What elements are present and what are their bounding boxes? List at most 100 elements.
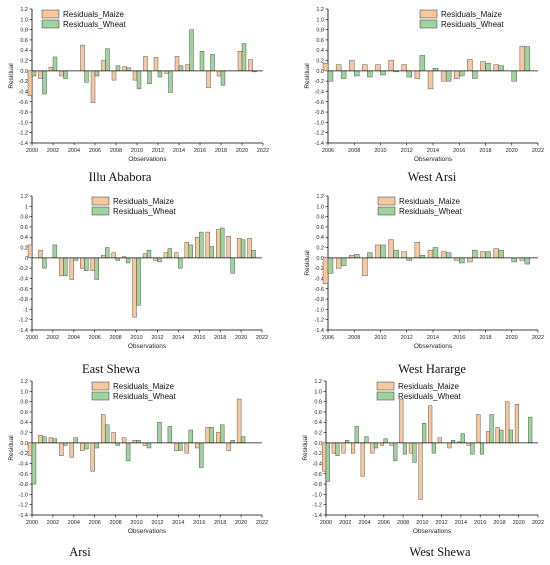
- x-tick-label: 2012: [152, 148, 164, 154]
- bar-wheat: [459, 70, 465, 77]
- y-tick-label: -1.2: [315, 318, 324, 324]
- y-axis-label: Residual: [8, 435, 15, 461]
- bar-maize: [440, 70, 447, 82]
- legend-label-wheat: Residuals_Wheat: [399, 207, 462, 216]
- bar-wheat: [367, 70, 373, 78]
- bar-wheat: [241, 43, 247, 72]
- bar-wheat: [105, 48, 110, 72]
- bar-maize: [174, 442, 179, 451]
- bar-maize: [341, 442, 346, 454]
- y-axis-label: Residual: [302, 435, 309, 461]
- x-axis-label: Observations: [413, 528, 452, 535]
- bar-wheat: [52, 56, 58, 72]
- bar-wheat: [115, 65, 121, 72]
- x-tick-label: 2008: [348, 335, 360, 341]
- bar-maize: [216, 229, 221, 259]
- x-tick-label: 2016: [194, 148, 206, 154]
- bar-maize: [111, 432, 116, 444]
- y-tick-label: 1.2: [20, 194, 28, 200]
- bar-wheat: [524, 257, 531, 265]
- y-tick-label: 0.4: [314, 420, 322, 426]
- bar-wheat: [524, 46, 531, 72]
- bar-wheat: [498, 65, 504, 72]
- bar-maize: [375, 244, 381, 259]
- y-tick-label: -0.4: [315, 89, 324, 95]
- bar-maize: [205, 427, 210, 444]
- bar-maize: [408, 442, 413, 454]
- x-axis-label: Observations: [128, 343, 167, 350]
- bar-maize: [236, 398, 242, 444]
- bar-maize: [27, 70, 33, 96]
- bar-wheat: [31, 70, 37, 77]
- bar-maize: [493, 64, 499, 72]
- bar-maize: [237, 51, 243, 72]
- bar-maize: [48, 67, 54, 72]
- x-tick-label: 2010: [374, 148, 386, 154]
- bar-wheat: [445, 252, 452, 259]
- x-tick-label: 2008: [110, 520, 122, 526]
- y-tick-label: -1: [23, 307, 28, 313]
- bar-maize: [101, 60, 106, 72]
- y-tick-label: 0.4: [316, 235, 324, 241]
- x-tick-label: 2002: [47, 520, 59, 526]
- bar-maize: [360, 442, 365, 477]
- bar-maize: [401, 251, 407, 259]
- bar-wheat: [364, 436, 369, 444]
- chart-panel-1: -1.4 -1.2 -1.0 -0.8 -0.6 -0.4 -0.2 0.0 0.2 0.4 0.6…: [8, 7, 269, 184]
- legend-label-wheat: Residuals_Wheat: [113, 392, 176, 401]
- x-tick-label: 2012: [401, 148, 413, 154]
- bar-wheat: [94, 257, 99, 280]
- bar-maize: [519, 45, 526, 72]
- bar-maize: [428, 405, 433, 444]
- y-tick-label: 0.8: [314, 400, 322, 406]
- bar-wheat: [327, 70, 334, 82]
- bar-wheat: [146, 249, 152, 259]
- bar-wheat: [485, 62, 491, 72]
- bar-maize: [111, 70, 117, 81]
- bar-wheat: [84, 70, 89, 83]
- y-tick-label: -0.8: [313, 482, 322, 488]
- bar-wheat: [431, 442, 436, 454]
- bar-wheat: [104, 247, 110, 259]
- y-tick-label: 0.6: [316, 225, 324, 231]
- chart-panel-3: -1.4 -1.2 -1 -0.8 -0.6 -0.4 -0.2 0 0.2 0.4 0.6 0.8 1…: [19, 194, 269, 376]
- bar-maize: [163, 252, 169, 259]
- y-tick-label: 0: [25, 256, 28, 262]
- bar-maize: [80, 442, 85, 451]
- x-axis-label: Observations: [414, 156, 453, 163]
- y-tick-label: -0.8: [315, 297, 324, 303]
- y-tick-label: 0.2: [316, 59, 324, 65]
- x-tick-label: 2020: [235, 520, 247, 526]
- y-tick-label: 0.6: [314, 410, 322, 416]
- chart-caption: West Hararge: [398, 362, 466, 376]
- y-tick-label: -1.0: [315, 120, 324, 126]
- x-tick-label: 2006: [89, 520, 101, 526]
- y-tick-label: -1.0: [19, 492, 28, 498]
- y-tick-label: 0.4: [20, 235, 28, 241]
- x-tick-label: 2022: [532, 335, 544, 341]
- y-tick-label: -0.2: [19, 266, 28, 272]
- bar-wheat: [380, 70, 386, 76]
- bar-wheat: [178, 442, 183, 451]
- bar-maize: [418, 442, 423, 500]
- bar-wheat: [472, 249, 478, 259]
- y-tick-label: -1.4: [313, 513, 322, 519]
- bar-wheat: [42, 257, 47, 269]
- bar-maize: [495, 427, 500, 444]
- bar-wheat: [126, 67, 131, 72]
- chart-panel-5: -1.4 -1.2 -1.0 -0.8 -0.6 -0.4 -0.2 0.0 0.2 0.4 0.6…: [8, 379, 268, 559]
- bar-wheat: [199, 51, 205, 72]
- bar-wheat: [422, 423, 427, 444]
- bar-wheat: [84, 442, 89, 450]
- bar-wheat: [460, 433, 465, 444]
- y-tick-label: 0.2: [20, 59, 28, 65]
- x-tick-label: 2006: [89, 335, 101, 341]
- x-tick-label: 2016: [193, 335, 205, 341]
- bar-wheat: [52, 438, 58, 444]
- x-tick-label: 2022: [532, 520, 544, 526]
- legend-swatch-maize: [41, 9, 60, 19]
- bar-maize: [195, 442, 200, 449]
- y-axis-label: Residual: [304, 63, 311, 89]
- bar-wheat: [354, 426, 359, 444]
- y-tick-label: 0.2: [316, 246, 324, 252]
